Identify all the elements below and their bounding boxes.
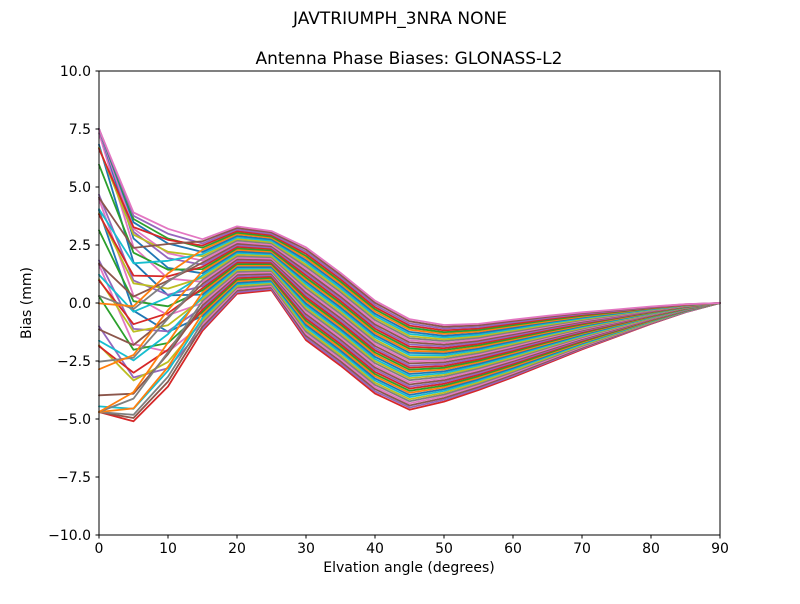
- axes-title: Antenna Phase Biases: GLONASS-L2: [256, 49, 563, 69]
- x-tick-label: 50: [435, 541, 453, 557]
- bias-line: [98, 128, 721, 330]
- y-tick-label: 5.0: [69, 180, 91, 196]
- figure-suptitle: JAVTRIUMPH_3NRA NONE: [292, 9, 507, 29]
- y-axis-label: Bias (mm): [19, 267, 35, 339]
- x-tick-label: 0: [95, 541, 104, 557]
- y-tick-label: −7.5: [57, 470, 91, 486]
- y-tick-label: −5.0: [57, 412, 91, 428]
- y-axis-ticks: 10.0 7.5 5.0 2.5 0.0 −2.5 −5.0 −7.5 −10.0: [48, 64, 99, 544]
- x-tick-label: 60: [504, 541, 522, 557]
- x-tick-label: 70: [573, 541, 591, 557]
- bias-line: [98, 128, 721, 326]
- y-tick-label: 0.0: [69, 296, 91, 312]
- y-tick-label: 2.5: [69, 238, 91, 254]
- plot-border: [98, 70, 721, 536]
- y-tick-label: 7.5: [69, 122, 91, 138]
- bias-line: [98, 147, 721, 332]
- x-tick-label: 10: [159, 541, 177, 557]
- bias-line: [98, 128, 721, 337]
- line-series-group: [98, 128, 721, 423]
- x-tick-label: 20: [228, 541, 246, 557]
- bias-line: [98, 128, 721, 334]
- x-axis-label: Elvation angle (degrees): [323, 560, 494, 576]
- y-tick-label: 10.0: [60, 64, 91, 80]
- y-tick-label: −2.5: [57, 354, 91, 370]
- x-tick-label: 80: [642, 541, 660, 557]
- y-tick-label: −10.0: [48, 528, 91, 544]
- x-tick-label: 90: [711, 541, 729, 557]
- x-tick-label: 40: [366, 541, 384, 557]
- x-axis-ticks: 0 10 20 30 40 50 60 70 80 90: [95, 535, 729, 557]
- x-tick-label: 30: [297, 541, 315, 557]
